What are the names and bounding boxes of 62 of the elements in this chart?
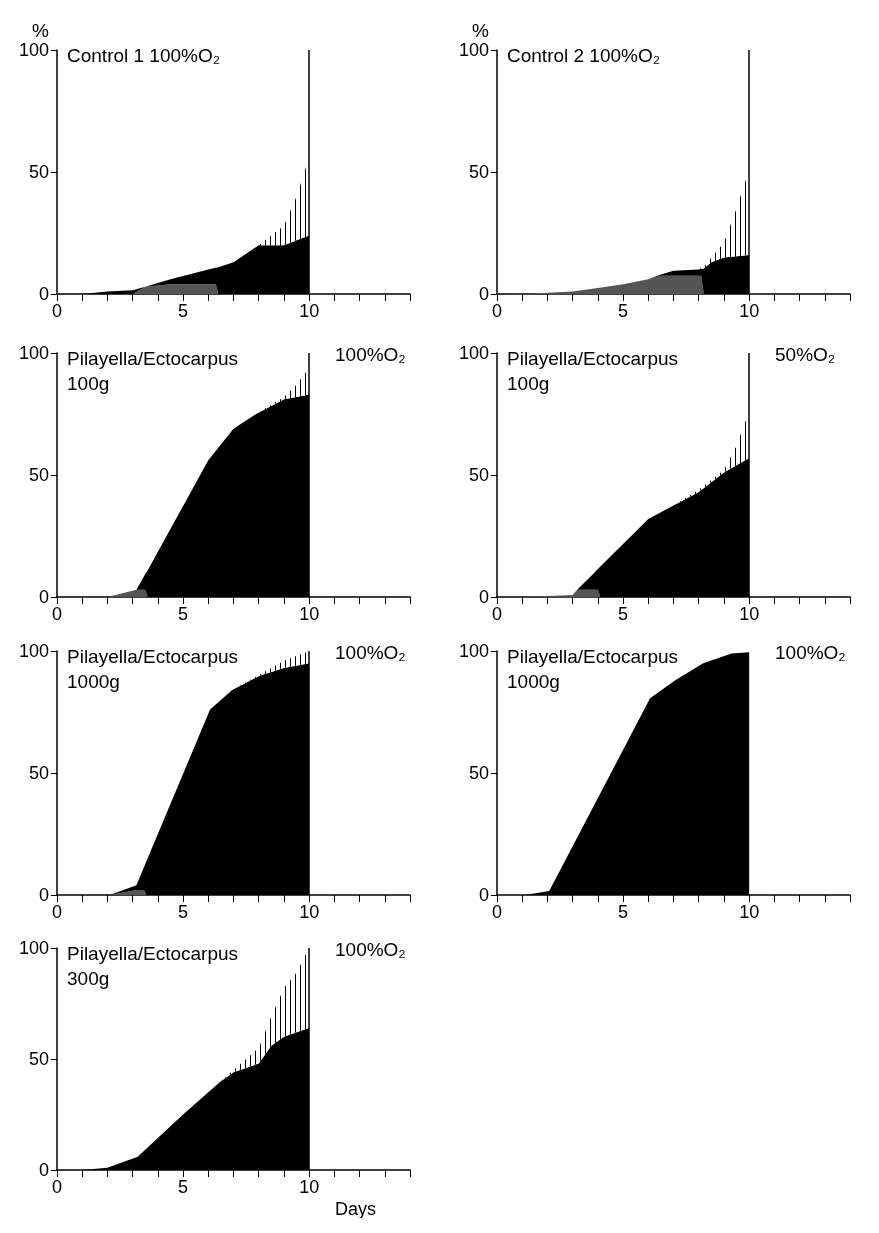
chart-title: Pilayella/Ectocarpus [67,348,239,369]
y-tick-label: 0 [38,1160,49,1180]
x-tick-label: 0 [491,301,503,321]
y-tick-label: 0 [38,587,49,607]
x-tick-label: 10 [299,1177,320,1197]
annotation: 100%O₂ [335,939,406,960]
chart-title: Pilayella/Ectocarpus [67,943,239,964]
y-tick-label: 100 [18,938,49,958]
x-tick-label: 0 [51,902,63,922]
x-tick-label: 10 [299,301,320,321]
x-tick-label: 5 [178,604,189,624]
y-tick-label: 0 [38,284,49,304]
x-tick-label: 10 [299,604,320,624]
y-tick-label: 0 [478,284,489,304]
text: 300g [67,968,110,989]
x-tick-label: 5 [618,604,629,624]
y-tick-label: 100 [458,343,489,363]
y-tick-label: 50 [28,162,49,182]
annotation: 100%O₂ [335,344,406,365]
annotation: 50%O₂ [775,344,836,365]
annotation: 100%O₂ [335,642,406,663]
y-tick-label: 50 [28,1049,49,1069]
x-tick-label: 0 [51,604,63,624]
y-tick-label: 0 [38,885,49,905]
y-tick-label: 100 [458,40,489,60]
y-tick-label: 0 [478,885,489,905]
x-tick-label: 0 [51,301,63,321]
y-axis-title: % [32,20,50,41]
y-tick-label: 100 [18,40,49,60]
chart-title: Control 1 100%O₂ [67,45,221,66]
y-axis-title: % [472,20,490,41]
chart-title: Pilayella/Ectocarpus [507,646,679,667]
y-tick-label: 100 [458,641,489,661]
chart-title: Control 2 100%O₂ [507,45,661,66]
y-tick-label: 50 [468,465,489,485]
text: 1000g [507,671,560,692]
y-tick-label: 50 [468,162,489,182]
text: 100g [67,373,110,394]
x-tick-label: 5 [178,1177,189,1197]
x-tick-label: 5 [178,902,189,922]
text: 1000g [67,671,120,692]
chart-title: Pilayella/Ectocarpus [67,646,239,667]
x-tick-label: 10 [739,902,760,922]
y-tick-label: 100 [18,641,49,661]
x-tick-label: 5 [618,902,629,922]
x-tick-label: 0 [491,902,503,922]
y-tick-label: 50 [28,763,49,783]
x-tick-label: 5 [618,301,629,321]
y-tick-label: 50 [28,465,49,485]
x-tick-label: 0 [491,604,503,624]
x-tick-label: 10 [739,604,760,624]
y-tick-label: 100 [18,343,49,363]
chart-title: Pilayella/Ectocarpus [507,348,679,369]
x-tick-label: 10 [299,902,320,922]
x-tick-label: 10 [739,301,760,321]
x-axis-title: Days [335,1199,377,1219]
x-tick-label: 5 [178,301,189,321]
y-tick-label: 0 [478,587,489,607]
y-tick-label: 50 [468,763,489,783]
text: 100g [507,373,550,394]
annotation: 100%O₂ [775,642,846,663]
x-tick-label: 0 [51,1177,63,1197]
